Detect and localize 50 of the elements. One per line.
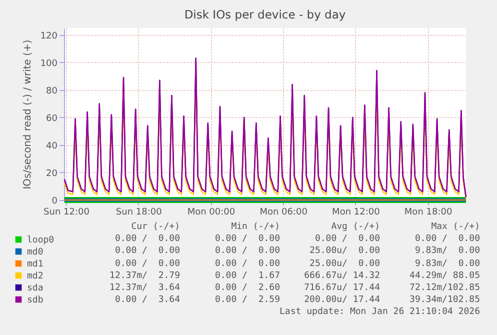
y-axis-title: IOs/second read (-) / write (+) (22, 40, 34, 190)
text: 200.00u/ 17.44 (304, 295, 380, 306)
legend-label: loop0 (27, 236, 54, 246)
text: 0.00 / 0.00 (214, 234, 280, 246)
text: 0.00 / 0.00 (114, 234, 180, 246)
text: 0.00 / 0.00 (214, 258, 280, 270)
text: 25.00u/ 0.00 (310, 246, 380, 258)
text: 12.37m/ 2.79 (110, 270, 180, 282)
x-tick-label: Sun 12:00 (44, 208, 90, 218)
text: 72.12m/102.85 (410, 283, 480, 294)
x-tick-label: Sun 18:00 (116, 208, 162, 218)
text: Max (-/+) (431, 222, 480, 233)
text: 12.37m/ 3.64 (110, 283, 180, 294)
text: 9.83m/ 0.00 (414, 246, 480, 258)
text: 25.00u/ 0.00 (310, 258, 380, 270)
y-tick-label: 0 (52, 196, 58, 206)
text: 0.00 / 0.00 (114, 246, 180, 258)
text: Cur (-/+) (131, 222, 180, 233)
text: 666.67u/ 14.32 (304, 270, 380, 282)
y-tick-label: 60 (46, 114, 58, 124)
text: 39.34m/102.85 (410, 295, 480, 306)
text: 0.00 / 0.00 (314, 234, 380, 246)
text: 0.00 / 3.64 (114, 295, 180, 306)
text: 0.00 / 0.00 (114, 258, 180, 270)
chart-title: Disk IOs per device - by day (184, 8, 346, 22)
legend-label: md0 (27, 248, 44, 258)
text: 0.00 / 2.60 (214, 283, 280, 294)
text: 0.00 / 0.00 (214, 246, 280, 258)
x-tick-label: Mon 00:00 (187, 208, 236, 218)
text: 44.29m/ 88.05 (410, 270, 480, 282)
legend-label: md1 (27, 260, 44, 270)
text: Avg (-/+) (331, 222, 380, 233)
text: 0.00 / 0.00 (414, 234, 480, 246)
y-tick-label: 40 (46, 141, 58, 152)
y-tick-label: 80 (46, 86, 58, 96)
y-tick-label: 20 (46, 168, 58, 179)
legend-label: sdb (27, 296, 44, 306)
y-tick-label: 120 (40, 31, 58, 42)
legend-label: md2 (27, 272, 44, 282)
x-tick-label: Mon 06:00 (260, 208, 308, 218)
text: 0.00 / 1.67 (214, 270, 280, 282)
x-tick-label: Mon 18:00 (404, 208, 452, 218)
text: 0.00 / 2.59 (214, 295, 280, 306)
text: Min (-/+) (231, 222, 280, 233)
x-tick-label: Mon 12:00 (332, 208, 380, 218)
text: 716.67u/ 17.44 (304, 283, 380, 294)
legend-label: sda (27, 284, 44, 294)
text: Last update: Mon Jan 26 21:10:04 2026 (280, 307, 480, 318)
text: 9.83m/ 0.00 (414, 258, 480, 270)
y-tick-label: 100 (40, 58, 58, 69)
